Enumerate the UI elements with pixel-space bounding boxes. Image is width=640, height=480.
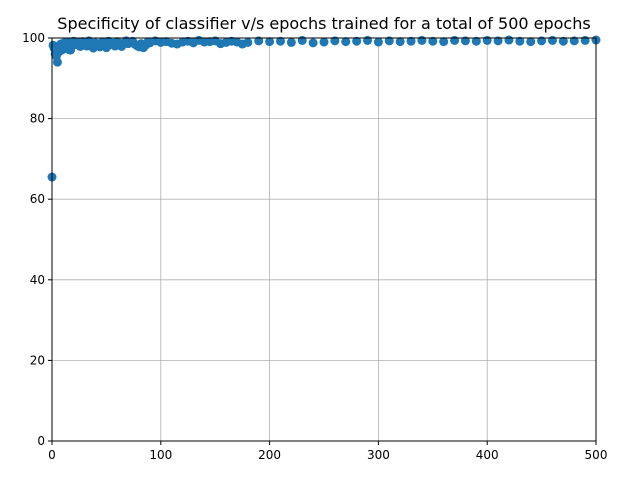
y-tick-label: 60 — [30, 192, 45, 206]
y-tick-label: 40 — [30, 273, 45, 287]
data-point — [558, 36, 568, 46]
data-point — [363, 35, 373, 45]
data-point — [493, 36, 503, 46]
data-point — [341, 37, 351, 47]
data-point — [504, 35, 514, 45]
data-point — [417, 35, 427, 45]
data-point — [352, 36, 362, 46]
plot-frame — [51, 37, 597, 442]
data-point — [330, 36, 340, 46]
x-tick-label: 200 — [258, 448, 281, 462]
data-point — [471, 36, 481, 46]
y-tick-label: 20 — [30, 353, 45, 367]
chart-title: Specificity of classifier v/s epochs tra… — [57, 14, 590, 33]
data-point — [384, 36, 394, 46]
data-point — [297, 35, 307, 45]
y-tick-label: 100 — [22, 31, 45, 45]
data-point — [450, 35, 460, 45]
x-tick-label: 500 — [585, 448, 608, 462]
data-point — [395, 37, 405, 47]
data-point — [254, 36, 264, 46]
data-point — [275, 36, 285, 46]
data-point — [52, 57, 62, 67]
data-point — [515, 36, 525, 46]
data-points — [47, 35, 601, 182]
x-tick-label: 300 — [367, 448, 390, 462]
data-point — [243, 37, 253, 47]
data-point — [265, 37, 275, 47]
x-tick-label: 100 — [149, 448, 172, 462]
data-point — [547, 35, 557, 45]
y-tick-label: 0 — [37, 434, 45, 448]
data-point — [428, 36, 438, 46]
data-point — [482, 35, 492, 45]
data-point — [373, 37, 383, 47]
data-point — [569, 36, 579, 46]
y-tick-label: 80 — [30, 112, 45, 126]
data-point — [537, 36, 547, 46]
data-point — [439, 37, 449, 47]
data-point — [308, 38, 318, 48]
data-point — [286, 37, 296, 47]
grid-lines — [51, 37, 597, 442]
x-tick-label: 400 — [476, 448, 499, 462]
data-point — [460, 36, 470, 46]
data-point — [406, 36, 416, 46]
x-tick-label: 0 — [48, 448, 56, 462]
data-point — [319, 37, 329, 47]
axis-ticks: 0 100 200 300 400 500 0 20 40 60 80 100 — [22, 31, 607, 462]
data-point — [580, 35, 590, 45]
data-point — [526, 37, 536, 47]
